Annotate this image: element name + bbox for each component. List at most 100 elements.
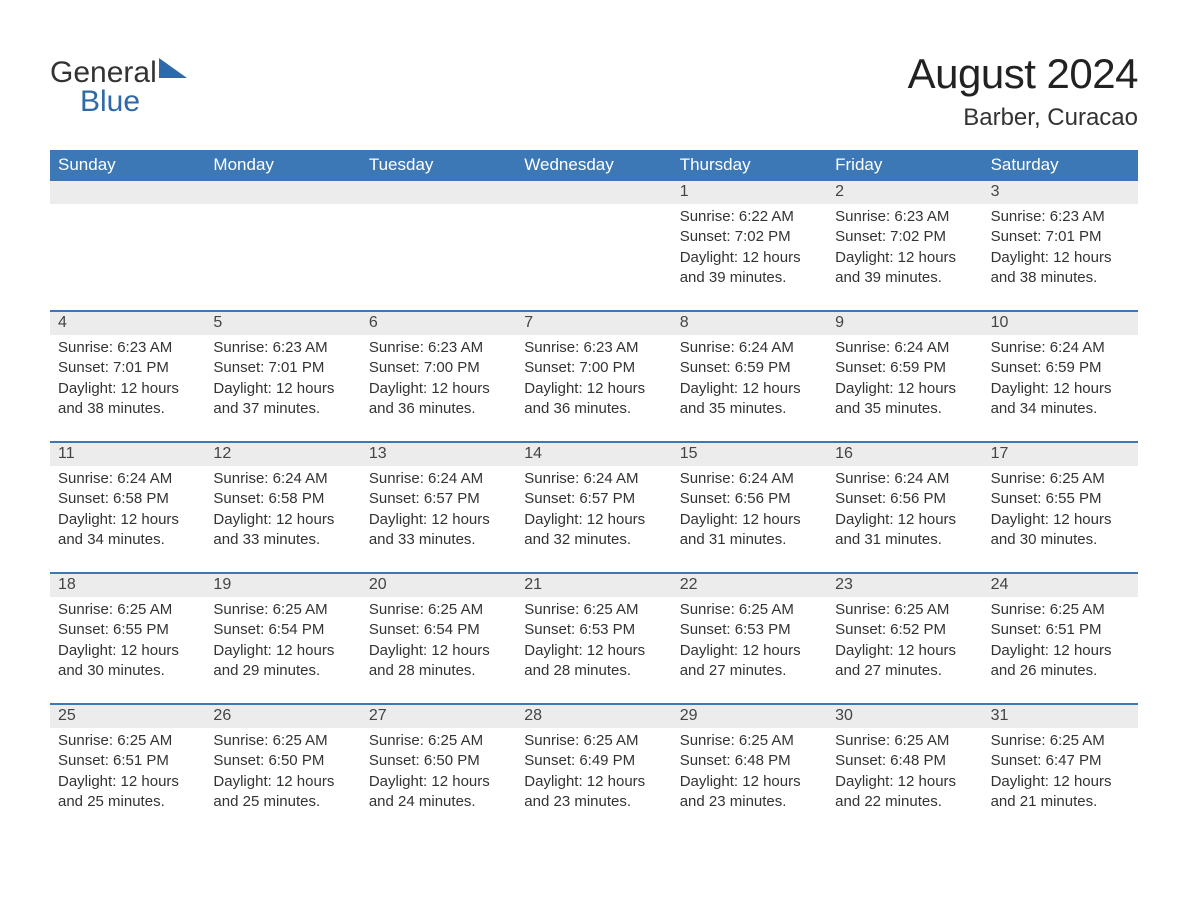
sunrise-text: Sunrise: 6:25 AM xyxy=(369,731,508,751)
calendar-week: 11121314151617Sunrise: 6:24 AMSunset: 6:… xyxy=(50,441,1138,572)
day-number: 21 xyxy=(516,574,671,597)
day-number: 16 xyxy=(827,443,982,466)
sunset-text: Sunset: 6:50 PM xyxy=(213,751,352,771)
sunrise-text: Sunrise: 6:25 AM xyxy=(213,600,352,620)
daylight-text: Daylight: 12 hours xyxy=(213,510,352,530)
daylight-text: and 34 minutes. xyxy=(991,399,1130,419)
sunset-text: Sunset: 6:59 PM xyxy=(991,358,1130,378)
daylight-text: and 39 minutes. xyxy=(835,268,974,288)
daylight-text: and 27 minutes. xyxy=(835,661,974,681)
daylight-text: and 30 minutes. xyxy=(991,530,1130,550)
day-cell: Sunrise: 6:25 AMSunset: 6:53 PMDaylight:… xyxy=(516,597,671,681)
calendar: SundayMondayTuesdayWednesdayThursdayFrid… xyxy=(50,150,1138,816)
sunrise-text: Sunrise: 6:24 AM xyxy=(213,469,352,489)
day-number-row: 11121314151617 xyxy=(50,443,1138,466)
sunrise-text: Sunrise: 6:25 AM xyxy=(835,600,974,620)
daylight-text: Daylight: 12 hours xyxy=(680,641,819,661)
day-cell: Sunrise: 6:23 AMSunset: 7:01 PMDaylight:… xyxy=(50,335,205,419)
daylight-text: Daylight: 12 hours xyxy=(213,641,352,661)
day-content-row: Sunrise: 6:22 AMSunset: 7:02 PMDaylight:… xyxy=(50,204,1138,310)
day-cell: Sunrise: 6:24 AMSunset: 6:59 PMDaylight:… xyxy=(672,335,827,419)
day-number: 29 xyxy=(672,705,827,728)
day-cell: Sunrise: 6:24 AMSunset: 6:57 PMDaylight:… xyxy=(516,466,671,550)
sunrise-text: Sunrise: 6:24 AM xyxy=(58,469,197,489)
day-cell: Sunrise: 6:24 AMSunset: 6:59 PMDaylight:… xyxy=(827,335,982,419)
daylight-text: and 29 minutes. xyxy=(213,661,352,681)
sunrise-text: Sunrise: 6:24 AM xyxy=(835,469,974,489)
sunset-text: Sunset: 6:51 PM xyxy=(991,620,1130,640)
daylight-text: and 24 minutes. xyxy=(369,792,508,812)
daylight-text: and 38 minutes. xyxy=(58,399,197,419)
daylight-text: Daylight: 12 hours xyxy=(835,510,974,530)
month-title: August 2024 xyxy=(908,50,1138,98)
daylight-text: Daylight: 12 hours xyxy=(680,248,819,268)
sunrise-text: Sunrise: 6:23 AM xyxy=(58,338,197,358)
daylight-text: and 28 minutes. xyxy=(369,661,508,681)
daylight-text: Daylight: 12 hours xyxy=(213,772,352,792)
sunrise-text: Sunrise: 6:25 AM xyxy=(991,731,1130,751)
day-number: 11 xyxy=(50,443,205,466)
sunrise-text: Sunrise: 6:22 AM xyxy=(680,207,819,227)
sunrise-text: Sunrise: 6:25 AM xyxy=(524,731,663,751)
day-number: 31 xyxy=(983,705,1138,728)
daylight-text: Daylight: 12 hours xyxy=(680,510,819,530)
daylight-text: Daylight: 12 hours xyxy=(835,248,974,268)
day-cell: Sunrise: 6:24 AMSunset: 6:58 PMDaylight:… xyxy=(50,466,205,550)
sunrise-text: Sunrise: 6:25 AM xyxy=(835,731,974,751)
sunrise-text: Sunrise: 6:23 AM xyxy=(524,338,663,358)
sunrise-text: Sunrise: 6:25 AM xyxy=(524,600,663,620)
daylight-text: and 35 minutes. xyxy=(680,399,819,419)
weekday-header: Friday xyxy=(827,150,982,181)
sunset-text: Sunset: 6:59 PM xyxy=(680,358,819,378)
sunrise-text: Sunrise: 6:25 AM xyxy=(991,600,1130,620)
day-cell: Sunrise: 6:23 AMSunset: 7:00 PMDaylight:… xyxy=(361,335,516,419)
daylight-text: and 23 minutes. xyxy=(680,792,819,812)
weekday-header: Wednesday xyxy=(516,150,671,181)
day-number: 13 xyxy=(361,443,516,466)
daylight-text: Daylight: 12 hours xyxy=(524,772,663,792)
day-cell xyxy=(516,204,671,288)
day-number: 14 xyxy=(516,443,671,466)
calendar-week: 25262728293031Sunrise: 6:25 AMSunset: 6:… xyxy=(50,703,1138,816)
sunset-text: Sunset: 6:50 PM xyxy=(369,751,508,771)
sunset-text: Sunset: 6:59 PM xyxy=(835,358,974,378)
sunset-text: Sunset: 6:57 PM xyxy=(524,489,663,509)
calendar-week: 18192021222324Sunrise: 6:25 AMSunset: 6:… xyxy=(50,572,1138,703)
daylight-text: and 31 minutes. xyxy=(835,530,974,550)
daylight-text: Daylight: 12 hours xyxy=(213,379,352,399)
day-number: 17 xyxy=(983,443,1138,466)
day-number: 25 xyxy=(50,705,205,728)
daylight-text: and 38 minutes. xyxy=(991,268,1130,288)
daylight-text: Daylight: 12 hours xyxy=(680,772,819,792)
daylight-text: and 36 minutes. xyxy=(369,399,508,419)
sunrise-text: Sunrise: 6:25 AM xyxy=(369,600,508,620)
sunset-text: Sunset: 6:55 PM xyxy=(58,620,197,640)
sunrise-text: Sunrise: 6:23 AM xyxy=(213,338,352,358)
day-cell: Sunrise: 6:23 AMSunset: 7:01 PMDaylight:… xyxy=(983,204,1138,288)
daylight-text: Daylight: 12 hours xyxy=(524,641,663,661)
logo-text-block: General Blue xyxy=(50,58,187,115)
day-number: 9 xyxy=(827,312,982,335)
day-cell xyxy=(361,204,516,288)
day-number: 10 xyxy=(983,312,1138,335)
weekday-header: Sunday xyxy=(50,150,205,181)
daylight-text: Daylight: 12 hours xyxy=(58,510,197,530)
sunset-text: Sunset: 6:53 PM xyxy=(680,620,819,640)
day-cell: Sunrise: 6:25 AMSunset: 6:48 PMDaylight:… xyxy=(672,728,827,812)
daylight-text: and 21 minutes. xyxy=(991,792,1130,812)
daylight-text: and 34 minutes. xyxy=(58,530,197,550)
daylight-text: and 23 minutes. xyxy=(524,792,663,812)
sunset-text: Sunset: 6:49 PM xyxy=(524,751,663,771)
sunset-text: Sunset: 6:56 PM xyxy=(835,489,974,509)
day-number: 4 xyxy=(50,312,205,335)
sunset-text: Sunset: 6:48 PM xyxy=(835,751,974,771)
daylight-text: and 35 minutes. xyxy=(835,399,974,419)
day-number: 2 xyxy=(827,181,982,204)
day-cell: Sunrise: 6:25 AMSunset: 6:55 PMDaylight:… xyxy=(983,466,1138,550)
day-cell: Sunrise: 6:24 AMSunset: 6:59 PMDaylight:… xyxy=(983,335,1138,419)
daylight-text: and 37 minutes. xyxy=(213,399,352,419)
day-number: 7 xyxy=(516,312,671,335)
daylight-text: Daylight: 12 hours xyxy=(369,772,508,792)
title-block: August 2024 Barber, Curacao xyxy=(908,50,1138,132)
sunset-text: Sunset: 6:53 PM xyxy=(524,620,663,640)
